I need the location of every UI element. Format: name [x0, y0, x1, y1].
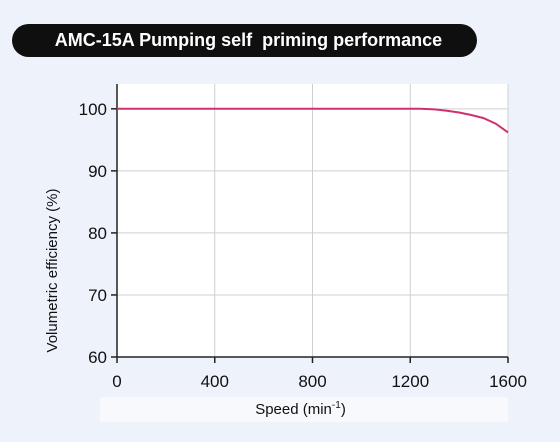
x-tick-label: 800 [298, 372, 326, 391]
y-tick-label: 90 [88, 162, 107, 181]
x-axis-label-background [100, 397, 508, 422]
x-axis-label-suffix: ) [341, 401, 346, 418]
y-tick-label: 100 [79, 100, 107, 119]
y-tick-label: 70 [88, 286, 107, 305]
series-group [117, 107, 509, 134]
series-line [117, 107, 509, 134]
x-axis-label: Speed (min-1) [255, 400, 346, 418]
x-axis-label-superscript: -1 [332, 400, 341, 411]
x-tick-label: 0 [112, 372, 121, 391]
x-tick-label: 1200 [391, 372, 429, 391]
x-tick-label: 400 [201, 372, 229, 391]
y-axis-label: Volumetric efficiency (%) [44, 189, 61, 353]
y-tick-label: 60 [88, 348, 107, 367]
tick-labels: 60 70 80 90 100 0 400 800 1200 1600 [79, 100, 527, 391]
chart-title: AMC-15A Pumping self priming performance [12, 24, 477, 57]
y-tick-label: 80 [88, 224, 107, 243]
x-tick-label: 1600 [489, 372, 527, 391]
x-axis-label-main: Speed (min [255, 401, 332, 418]
axes [111, 84, 509, 363]
